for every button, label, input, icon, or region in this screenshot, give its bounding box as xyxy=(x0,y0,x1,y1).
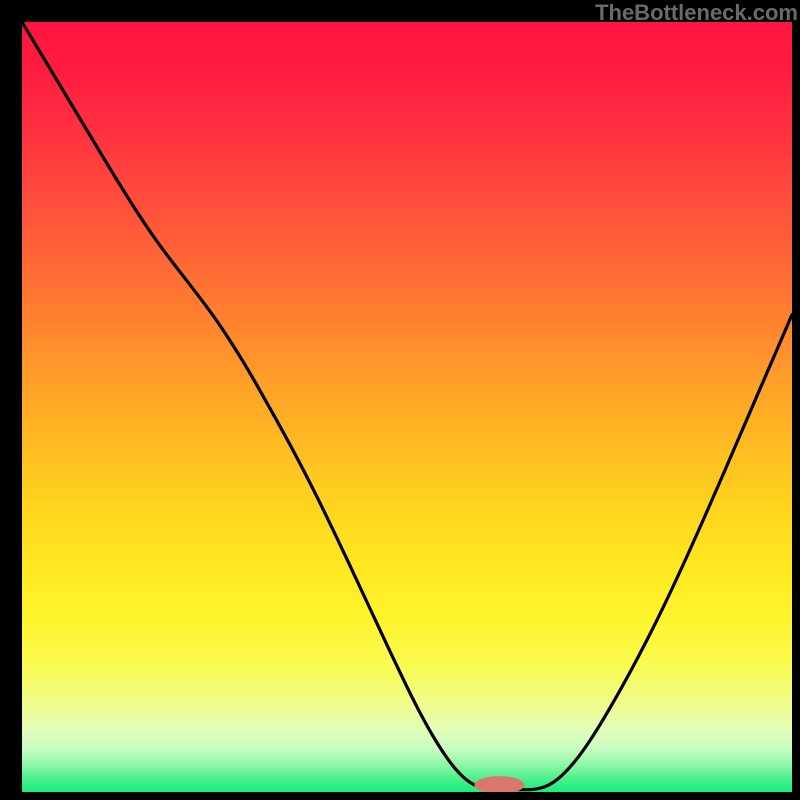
background-gradient xyxy=(22,22,792,792)
chart-stage: TheBottleneck.com xyxy=(0,0,800,800)
watermark-text: TheBottleneck.com xyxy=(595,0,798,26)
plot-area xyxy=(22,22,792,792)
